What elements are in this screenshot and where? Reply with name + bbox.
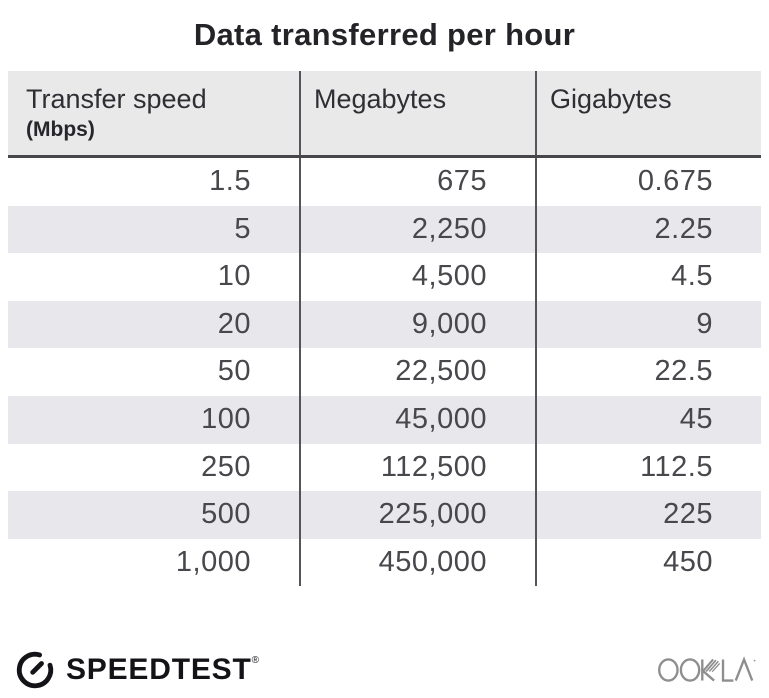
ookla-logo: [658, 656, 756, 682]
column-header-label: Megabytes: [314, 84, 447, 114]
table-cell: 225,000: [301, 491, 537, 539]
table-cell: 5: [8, 205, 301, 254]
table-row: 10 4,500 4.5: [8, 253, 761, 301]
table-cell: 1.5: [8, 158, 301, 206]
data-table: Transfer speed (Mbps) Megabytes Gigabyte…: [8, 71, 761, 587]
table-row: 500 225,000 225: [8, 491, 761, 539]
table-body: 1.5 675 0.675 5 2,250 2.25 10 4,500 4.5 20 9,000 9 5…: [8, 158, 761, 587]
speedtest-wordmark: SPEEDTEST®: [66, 653, 260, 687]
table-cell: 0.675: [637, 165, 713, 197]
table-cell: 100: [8, 395, 301, 444]
table-cell: 500: [8, 491, 301, 539]
speedtest-logo: SPEEDTEST®: [14, 649, 260, 691]
speedtest-wordmark-text: SPEEDTEST: [66, 653, 252, 686]
table-row: 1.5 675 0.675: [8, 158, 761, 206]
speedtest-gauge-icon: [16, 651, 54, 689]
table-cell: 4,500: [301, 253, 537, 301]
table-cell: 112,500: [301, 443, 537, 492]
table-cell: 10: [8, 253, 301, 301]
table-cell: 112.5: [640, 450, 713, 483]
page-title: Data transferred per hour: [193, 17, 576, 52]
table-row: 5 2,250 2.25: [8, 205, 761, 254]
table-cell: 2,250: [301, 205, 537, 254]
column-header-megabytes: Megabytes: [301, 71, 537, 155]
table-header-row: Transfer speed (Mbps) Megabytes Gigabyte…: [8, 71, 761, 158]
table-row: 50 22,500 22.5: [8, 348, 761, 396]
table-cell: 4.5: [671, 260, 713, 293]
table-cell: 450: [663, 545, 713, 578]
table-row: 250 112,500 112.5: [8, 443, 761, 492]
column-header-transfer-speed: Transfer speed (Mbps): [8, 71, 301, 155]
table-cell: 2.25: [654, 212, 713, 245]
table-cell: 675: [301, 158, 537, 206]
registered-trademark-symbol: ®: [251, 655, 260, 666]
table-row: 20 9,000 9: [8, 300, 761, 349]
footer: SPEEDTEST®: [14, 645, 756, 695]
table-row: 1,000 450,000 450: [8, 538, 761, 587]
table-cell: 250: [8, 443, 301, 492]
column-header-label: Gigabytes: [550, 84, 672, 114]
table-cell: 9,000: [301, 300, 537, 349]
table-cell: 22.5: [654, 355, 713, 388]
column-header-unit: (Mbps): [26, 118, 95, 141]
column-header-label: Transfer speed: [26, 84, 207, 114]
table-cell: 20: [8, 300, 301, 349]
table-cell: 45: [679, 402, 713, 435]
column-header-gigabytes: Gigabytes: [537, 71, 761, 155]
table-row: 100 45,000 45: [8, 395, 761, 444]
table-cell: 9: [696, 307, 713, 340]
table-cell: 450,000: [301, 538, 537, 587]
table-cell: 225: [663, 498, 713, 531]
table-cell: 45,000: [301, 395, 537, 444]
table-cell: 50: [8, 348, 301, 396]
table-cell: 22,500: [301, 348, 537, 396]
table-cell: 1,000: [8, 538, 301, 587]
